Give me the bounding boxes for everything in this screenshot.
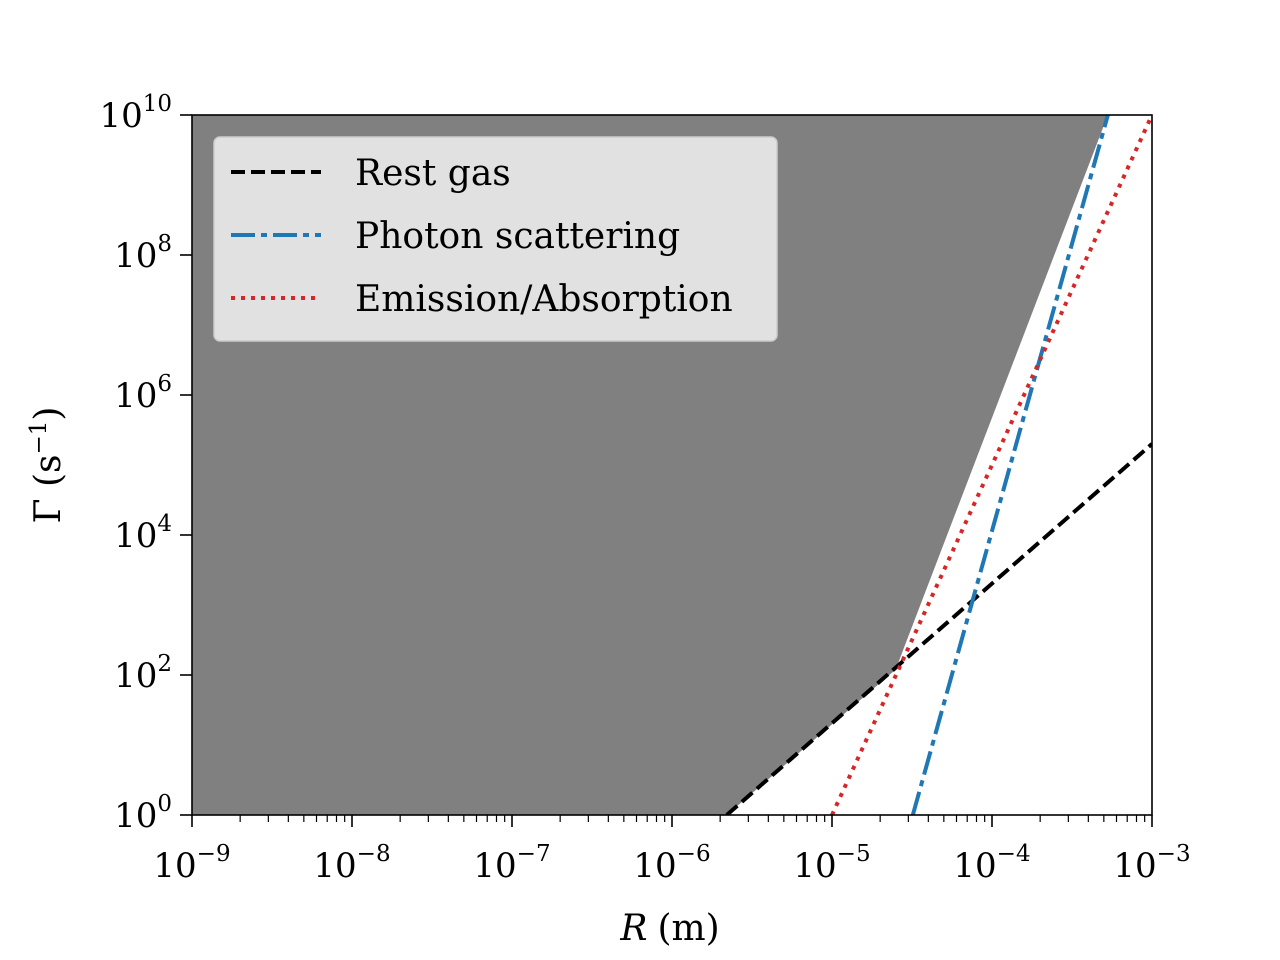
x-tick-label: 10−4 [953, 841, 1030, 886]
y-tick-base: 10 [114, 656, 157, 696]
x-tick-base: 10 [633, 846, 676, 886]
y-axis-label-sup: −1 [26, 421, 52, 455]
y-tick-exponent: 8 [157, 231, 172, 257]
x-tick-base: 10 [1113, 846, 1156, 886]
y-tick-exponent: 2 [157, 651, 172, 677]
y-tick-base: 10 [114, 516, 157, 556]
x-tick-exponent: −3 [1157, 841, 1191, 867]
x-tick-exponent: −6 [677, 841, 711, 867]
y-tick-base: 10 [114, 796, 157, 836]
x-axis-label-var: R [619, 908, 647, 949]
legend: Rest gas Photon scattering Emission/Abso… [213, 136, 778, 342]
series-line-rest-gas [725, 442, 1152, 815]
y-tick-label: 106 [114, 371, 172, 416]
axes: 10−9 10−8 10−7 10−6 10−5 10−4 10−3100102104106… [99, 91, 1190, 886]
series-line-photon-scattering [910, 115, 1110, 815]
x-tick-exponent: −7 [517, 841, 551, 867]
x-tick-exponent: −4 [997, 841, 1031, 867]
legend-box [213, 136, 778, 342]
x-axis-label: R (m) [619, 908, 719, 949]
x-tick-base: 10 [473, 846, 516, 886]
x-axis-label-unit: (m) [657, 908, 719, 949]
x-tick-base: 10 [313, 846, 356, 886]
x-tick-label: 10−5 [793, 841, 870, 886]
y-tick-label: 1010 [99, 91, 172, 136]
x-tick-exponent: −5 [837, 841, 871, 867]
x-tick-label: 10−6 [633, 841, 710, 886]
x-tick-label: 10−3 [1113, 841, 1190, 886]
y-axis-label: Γ (s−1) [26, 407, 69, 524]
y-axis-label-end: ) [28, 407, 69, 421]
y-tick-label: 108 [114, 231, 172, 276]
y-axis-label-main: Γ (s [28, 455, 69, 524]
y-tick-exponent: 6 [157, 371, 172, 397]
y-tick-exponent: 4 [157, 511, 172, 537]
y-tick-base: 10 [99, 96, 142, 136]
legend-label-emission-absorption: Emission/Absorption [355, 279, 733, 320]
y-tick-exponent: 0 [157, 791, 172, 817]
y-tick-base: 10 [114, 376, 157, 416]
y-tick-base: 10 [114, 236, 157, 276]
y-tick-label: 102 [114, 651, 172, 696]
legend-label-photon-scattering: Photon scattering [355, 216, 680, 257]
x-tick-label: 10−8 [313, 841, 390, 886]
x-tick-exponent: −8 [357, 841, 391, 867]
x-tick-base: 10 [153, 846, 196, 886]
legend-label-rest-gas: Rest gas [355, 153, 511, 194]
y-tick-label: 100 [114, 791, 172, 836]
y-tick-exponent: 10 [143, 91, 172, 117]
x-tick-label: 10−9 [153, 841, 230, 886]
x-tick-exponent: −9 [197, 841, 231, 867]
series-line-emission-absorption [830, 115, 1152, 815]
x-tick-base: 10 [953, 846, 996, 886]
x-tick-base: 10 [793, 846, 836, 886]
y-tick-label: 104 [114, 511, 172, 556]
x-tick-label: 10−7 [473, 841, 550, 886]
